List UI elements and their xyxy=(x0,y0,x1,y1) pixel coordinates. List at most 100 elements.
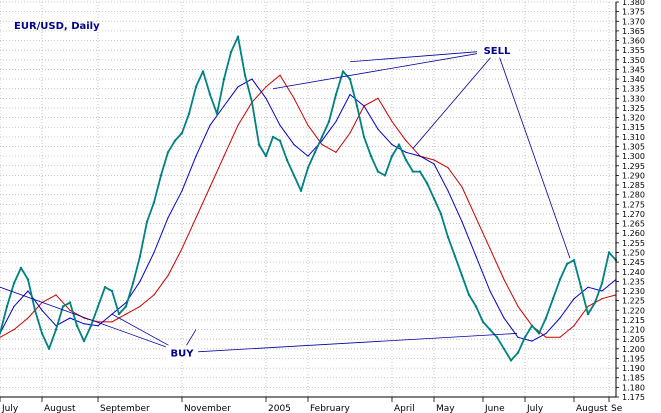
series-1-point xyxy=(531,340,533,342)
y-tick-label: 1.310 xyxy=(622,133,645,142)
series-0-point xyxy=(166,151,170,154)
series-1-point xyxy=(461,221,463,223)
series-2-point xyxy=(125,313,127,315)
series-0-point xyxy=(61,305,65,308)
series-2-point xyxy=(489,248,491,250)
series-0-point xyxy=(432,197,436,200)
series-0-point xyxy=(355,104,359,108)
series-0-point xyxy=(5,305,9,308)
series-1-point xyxy=(223,105,225,107)
series-0-point xyxy=(138,255,142,258)
x-tick-label: July xyxy=(1,404,19,413)
series-2-point xyxy=(307,124,309,126)
y-tick-label: 1.250 xyxy=(622,248,645,257)
series-0-point xyxy=(516,351,520,354)
series-0-point xyxy=(467,293,471,297)
sell-label-bg xyxy=(477,42,517,58)
series-0-point xyxy=(54,328,58,331)
series-0-point xyxy=(509,359,513,362)
series-0-point xyxy=(194,85,198,89)
series-0-point xyxy=(271,135,275,139)
series-0-point xyxy=(453,255,457,258)
series-0-point xyxy=(572,259,576,262)
y-tick-label: 1.345 xyxy=(622,65,645,74)
x-tick-label: September xyxy=(100,404,150,413)
series-1-point xyxy=(419,155,421,157)
sell-pointer-line xyxy=(412,49,498,149)
y-tick-label: 1.240 xyxy=(622,268,645,277)
series-0-point xyxy=(481,320,485,324)
y-tick-label: 1.185 xyxy=(622,374,645,383)
series-1-point xyxy=(321,140,323,142)
y-tick-label: 1.220 xyxy=(622,306,645,315)
series-1-point xyxy=(517,336,519,338)
series-0-point xyxy=(12,282,16,285)
series-2-point xyxy=(265,86,267,88)
series-1-point xyxy=(237,86,239,88)
series-1-point xyxy=(573,298,575,300)
series-1-point xyxy=(475,255,477,257)
series-2-point xyxy=(279,74,281,76)
series-1-point xyxy=(195,155,197,157)
series-0-point xyxy=(551,297,555,300)
series-0-point xyxy=(439,212,443,216)
series-2-point xyxy=(405,140,407,142)
series-1-point xyxy=(27,290,29,292)
series-0-point xyxy=(544,316,548,320)
series-0-point xyxy=(327,120,331,123)
series-0-point xyxy=(320,135,324,139)
series-0-point xyxy=(362,135,366,139)
annotation-layer: SELL BUY xyxy=(0,42,571,361)
series-0-point xyxy=(425,181,429,185)
series-0-point xyxy=(208,93,212,96)
x-tick-label: 2005 xyxy=(268,404,291,413)
series-2-point xyxy=(461,186,463,188)
y-tick-label: 1.305 xyxy=(622,143,645,152)
series-1-point xyxy=(279,124,281,126)
series-1-point xyxy=(433,163,435,165)
series-0-point xyxy=(579,286,583,289)
chart-title: EUR/USD, Daily xyxy=(14,21,100,32)
series-1-point xyxy=(335,120,337,123)
series-0-point xyxy=(264,154,268,158)
series-2-point xyxy=(0,336,1,338)
y-tick-label: 1.215 xyxy=(622,316,645,325)
series-2-point xyxy=(475,217,477,219)
y-tick-label: 1.270 xyxy=(622,210,645,219)
series-2-point xyxy=(321,144,323,146)
series-2-point xyxy=(349,132,351,134)
buy-label: BUY xyxy=(171,349,195,360)
series-1-point xyxy=(139,280,141,282)
series-0-point xyxy=(250,101,254,104)
series-0-point xyxy=(292,174,296,177)
series-0-point xyxy=(474,305,478,308)
y-tick-label: 1.285 xyxy=(622,181,645,190)
series-0-point xyxy=(502,347,506,350)
series-0-point xyxy=(586,312,590,316)
series-1-point xyxy=(405,151,407,153)
axis-layer: 1.1751.1801.1851.1901.1951.2001.2051.210… xyxy=(0,0,645,413)
series-1-point xyxy=(293,144,295,146)
y-tick-label: 1.300 xyxy=(622,152,645,161)
series-2-point xyxy=(27,317,29,319)
sell-pointer-line xyxy=(349,49,498,63)
y-tick-label: 1.340 xyxy=(622,75,645,84)
buy-pointer-line xyxy=(181,333,518,354)
series-2-point xyxy=(545,336,547,338)
series-1-point xyxy=(69,317,71,319)
series-0-point xyxy=(33,309,37,312)
series-0-point xyxy=(26,278,30,281)
series-1-point xyxy=(391,144,393,146)
y-tick-label: 1.175 xyxy=(622,393,645,402)
y-tick-label: 1.260 xyxy=(622,229,645,238)
series-0-point xyxy=(257,143,261,146)
series-1-point xyxy=(377,128,379,130)
series-0-point xyxy=(397,143,401,146)
series-layer xyxy=(0,35,618,362)
y-tick-label: 1.195 xyxy=(622,354,645,363)
y-tick-label: 1.210 xyxy=(622,326,645,335)
sell-pointer-line xyxy=(496,50,571,259)
series-2-point xyxy=(111,321,113,323)
series-0-point xyxy=(418,170,422,173)
series-1-point xyxy=(489,290,491,292)
